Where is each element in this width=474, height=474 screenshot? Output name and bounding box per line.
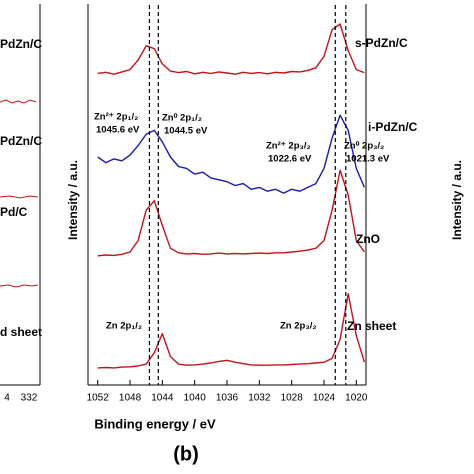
cropped-label: PdZn/C xyxy=(0,134,42,148)
annotation: 1044.5 eV xyxy=(164,126,208,137)
annotation: Zn 2p₁/₂ xyxy=(106,321,142,332)
spectrum xyxy=(97,114,366,194)
x-tick-label: 1040 xyxy=(184,393,207,404)
x-tick-label: 1052 xyxy=(87,393,110,404)
annotation: 1045.6 eV xyxy=(96,125,140,136)
annotation: ZnO xyxy=(356,232,380,246)
spectrum xyxy=(97,169,365,257)
cropped-label: Pd/C xyxy=(0,205,28,219)
annotation: Zn 2p₃/₂ xyxy=(280,321,317,332)
annotation: Zn sheet xyxy=(347,319,396,333)
annotation: Zn⁰ 2p₁/₂ xyxy=(162,113,202,124)
x-tick-label: 1032 xyxy=(248,393,271,404)
spectrum xyxy=(97,293,366,369)
annotation: Zn²⁺ 2p₃/₂ xyxy=(266,141,311,152)
right-y-label: Intensity / a.u. xyxy=(450,160,464,240)
x-tick-label: 1024 xyxy=(313,393,336,404)
x-tick-label: 1036 xyxy=(216,393,239,404)
annotation: Zn⁰ 2p₃/₂ xyxy=(344,141,384,152)
cropped-tick-label: 332 xyxy=(21,393,38,404)
x-tick-label: 1044 xyxy=(151,393,174,404)
left-traces xyxy=(0,99,39,288)
annotation: 1022.6 eV xyxy=(268,154,312,165)
x-label: Binding energy / eV xyxy=(94,416,216,431)
y-label: Intensity / a.u. xyxy=(66,160,80,240)
annotation: Zn²⁺ 2p₁/₂ xyxy=(94,112,138,123)
cropped-tick-label: 4 xyxy=(4,393,10,404)
annotation: s-PdZn/C xyxy=(355,36,408,50)
panel-label: (b) xyxy=(173,443,199,465)
annotation: i-PdZn/C xyxy=(368,120,418,134)
cropped-label: d sheet xyxy=(0,325,42,339)
x-tick-label: 1048 xyxy=(119,393,142,404)
x-tick-label: 1020 xyxy=(345,393,368,404)
cropped-label: PdZn/C xyxy=(0,37,42,51)
spectrum xyxy=(97,23,365,75)
annotation: 1021.3 eV xyxy=(346,154,390,165)
x-tick-label: 1028 xyxy=(281,393,304,404)
